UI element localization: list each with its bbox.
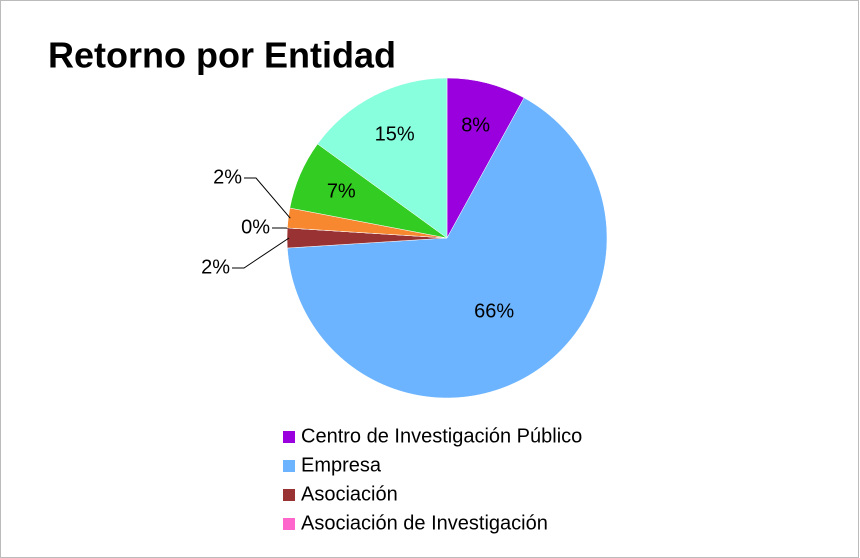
leader-line [232,237,290,269]
legend-swatch [283,518,295,530]
legend-swatch [283,489,295,501]
legend-label: Asociación [301,483,398,505]
legend-label: Centro de Investigación Público [301,425,582,447]
data-label: 0% [241,216,270,238]
pie-slice [317,77,448,239]
data-label: 2% [213,166,242,188]
legend-swatch [283,431,295,443]
legend-swatch [283,460,295,472]
data-label: 66% [474,301,514,323]
pie-slice [287,97,608,399]
data-label: 7% [327,181,356,203]
legend-label: Asociación de Investigación [301,512,548,534]
legend-label: Empresa [301,454,382,476]
data-label: 2% [201,256,230,278]
data-label: 15% [375,124,415,146]
chart-title: Retorno por Entidad [48,35,396,76]
data-label: 8% [461,115,490,137]
leader-line [244,177,291,219]
